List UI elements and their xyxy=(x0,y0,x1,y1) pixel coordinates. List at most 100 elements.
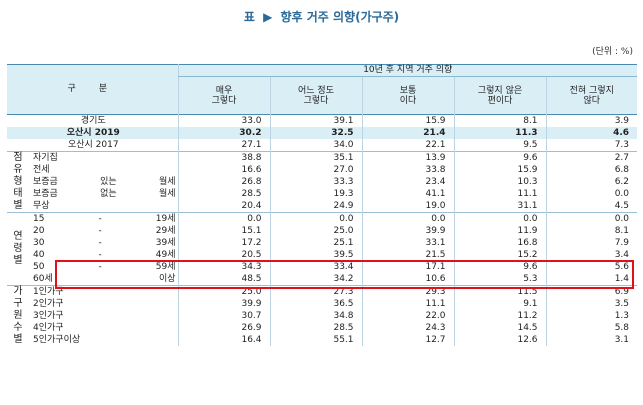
table-cell: 30.7 xyxy=(177,310,271,322)
table-cell: 7.9 xyxy=(545,237,638,249)
col-header: 어느 정도 그렇다 xyxy=(269,76,363,115)
table-cell: 29.3 xyxy=(361,285,455,298)
row-label: 오산시 2019 xyxy=(7,127,179,139)
table-cell: 41.1 xyxy=(361,188,455,200)
table-cell: 5.3 xyxy=(453,273,547,286)
table-row: 5인가구이상 16.4 55.1 12.7 12.6 3.1 xyxy=(7,334,638,346)
row-label: 3인가구 xyxy=(33,310,64,321)
row-label: 경기도 xyxy=(80,115,106,126)
table-cell: 3.9 xyxy=(545,114,638,127)
table-cell: 15.9 xyxy=(361,114,455,127)
table-cell: 12.7 xyxy=(361,334,455,346)
table-row: 오산시 2017 27.1 34.0 22.1 9.5 7.3 xyxy=(7,139,638,152)
table-row: 가구원 수별 1인가구 25.0 27.3 29.3 11.5 6.9 xyxy=(7,285,638,346)
row-label: 보증금 없는 월세 xyxy=(33,188,176,199)
table-cell: 21.5 xyxy=(361,249,455,261)
table-cell: 0.0 xyxy=(361,212,455,225)
table-title: 표 ▶ 향후 거주 의향(가구주) xyxy=(0,8,643,25)
table-cell: 19.0 xyxy=(361,200,455,213)
residence-intention-table: 구 분 10년 후 지역 거주 의향 매우 그렇다 어느 정도 그렇다 보통 이… xyxy=(7,64,638,346)
table-row: 전세 16.6 27.0 33.8 15.9 6.8 xyxy=(7,164,638,176)
table-cell: 0.0 xyxy=(545,188,638,200)
table-cell: 9.1 xyxy=(453,298,547,310)
table-cell: 15.9 xyxy=(453,164,547,176)
row-label: 20 - 29세 xyxy=(33,225,176,236)
table-cell: 11.2 xyxy=(453,310,547,322)
header-gubun: 구 분 xyxy=(7,64,179,115)
table-cell: 23.4 xyxy=(361,176,455,188)
table-cell: 8.1 xyxy=(545,225,638,237)
table-cell: 24.3 xyxy=(361,322,455,334)
col-header: 전혀 그렇지 않다 xyxy=(545,76,638,115)
table-cell: 48.5 xyxy=(177,273,271,286)
table-cell: 5.8 xyxy=(545,322,638,334)
table-cell: 38.8 xyxy=(177,151,271,164)
row-group-label: 연령별 xyxy=(7,212,29,286)
row-group-label: 점유 형태별 xyxy=(7,151,29,213)
table-cell: 6.9 xyxy=(545,285,638,298)
table-cell: 25.1 xyxy=(269,237,363,249)
table-cell: 11.1 xyxy=(361,298,455,310)
table-cell: 0.0 xyxy=(269,212,363,225)
table-row: 3인가구 30.7 34.8 22.0 11.2 1.3 xyxy=(7,310,638,322)
row-label: 오산시 2017 xyxy=(67,139,119,150)
table-cell: 11.3 xyxy=(453,127,547,139)
table-cell: 22.0 xyxy=(361,310,455,322)
table-cell: 8.1 xyxy=(453,114,547,127)
table-row: 점유 형태별 자기집 38.8 35.1 13.9 9.6 2.7 xyxy=(7,151,638,213)
row-label: 전세 xyxy=(33,164,50,175)
table-cell: 33.3 xyxy=(269,176,363,188)
table-cell: 25.0 xyxy=(269,225,363,237)
table-cell: 39.1 xyxy=(269,114,363,127)
row-label: 보증금 있는 월세 xyxy=(33,176,176,187)
table-cell: 27.0 xyxy=(269,164,363,176)
table-cell: 1.4 xyxy=(545,273,638,286)
table-row: 60세 이상 48.5 34.2 10.6 5.3 1.4 xyxy=(7,273,638,286)
table-cell: 16.4 xyxy=(177,334,271,346)
table-cell: 10.3 xyxy=(453,176,547,188)
table-cell: 6.8 xyxy=(545,164,638,176)
table-cell: 10.6 xyxy=(361,273,455,286)
table-cell: 31.1 xyxy=(453,200,547,213)
table-cell: 0.0 xyxy=(453,212,547,225)
table-row: 4인가구 26.9 28.5 24.3 14.5 5.8 xyxy=(7,322,638,334)
row-label: 40 - 49세 xyxy=(33,249,176,260)
table-row: 경기도 33.0 39.1 15.9 8.1 3.9 xyxy=(7,114,638,127)
col-header: 매우 그렇다 xyxy=(177,76,271,115)
table-cell: 22.1 xyxy=(361,139,455,152)
table-cell: 20.5 xyxy=(177,249,271,261)
table-cell: 6.2 xyxy=(545,176,638,188)
table-cell: 20.4 xyxy=(177,200,271,213)
play-arrow-icon: ▶ xyxy=(263,10,273,24)
table-cell: 34.8 xyxy=(269,310,363,322)
table-cell: 17.1 xyxy=(361,261,455,273)
table-cell: 33.1 xyxy=(361,237,455,249)
table-cell: 14.5 xyxy=(453,322,547,334)
table-row: 2인가구 39.9 36.5 11.1 9.1 3.5 xyxy=(7,298,638,310)
table-cell: 9.6 xyxy=(453,261,547,273)
table-cell: 21.4 xyxy=(361,127,455,139)
table-cell: 30.2 xyxy=(177,127,271,139)
row-label: 1인가구 xyxy=(29,285,179,298)
table-row: 40 - 49세 20.5 39.5 21.5 15.2 3.4 xyxy=(7,249,638,261)
table-cell: 17.2 xyxy=(177,237,271,249)
table-cell: 1.3 xyxy=(545,310,638,322)
row-group-label: 가구원 수별 xyxy=(7,285,29,346)
table-cell: 16.8 xyxy=(453,237,547,249)
table-cell: 33.0 xyxy=(177,114,271,127)
title-text: 향후 거주 의향(가구주) xyxy=(280,10,400,24)
table-cell: 28.5 xyxy=(269,322,363,334)
table-cell: 5.6 xyxy=(545,261,638,273)
table-cell: 26.8 xyxy=(177,176,271,188)
table-cell: 33.4 xyxy=(269,261,363,273)
table-cell: 19.3 xyxy=(269,188,363,200)
row-label: 4인가구 xyxy=(33,322,64,333)
col-header: 보통 이다 xyxy=(361,76,455,115)
row-label: 자기집 xyxy=(29,151,179,164)
col-header: 그렇지 않은 편이다 xyxy=(453,76,547,115)
table-cell: 3.5 xyxy=(545,298,638,310)
table-row: 오산시 2019 30.2 32.5 21.4 11.3 4.6 xyxy=(7,127,638,139)
table-cell: 15.2 xyxy=(453,249,547,261)
table-cell: 55.1 xyxy=(269,334,363,346)
row-label: 5인가구이상 xyxy=(33,334,81,345)
